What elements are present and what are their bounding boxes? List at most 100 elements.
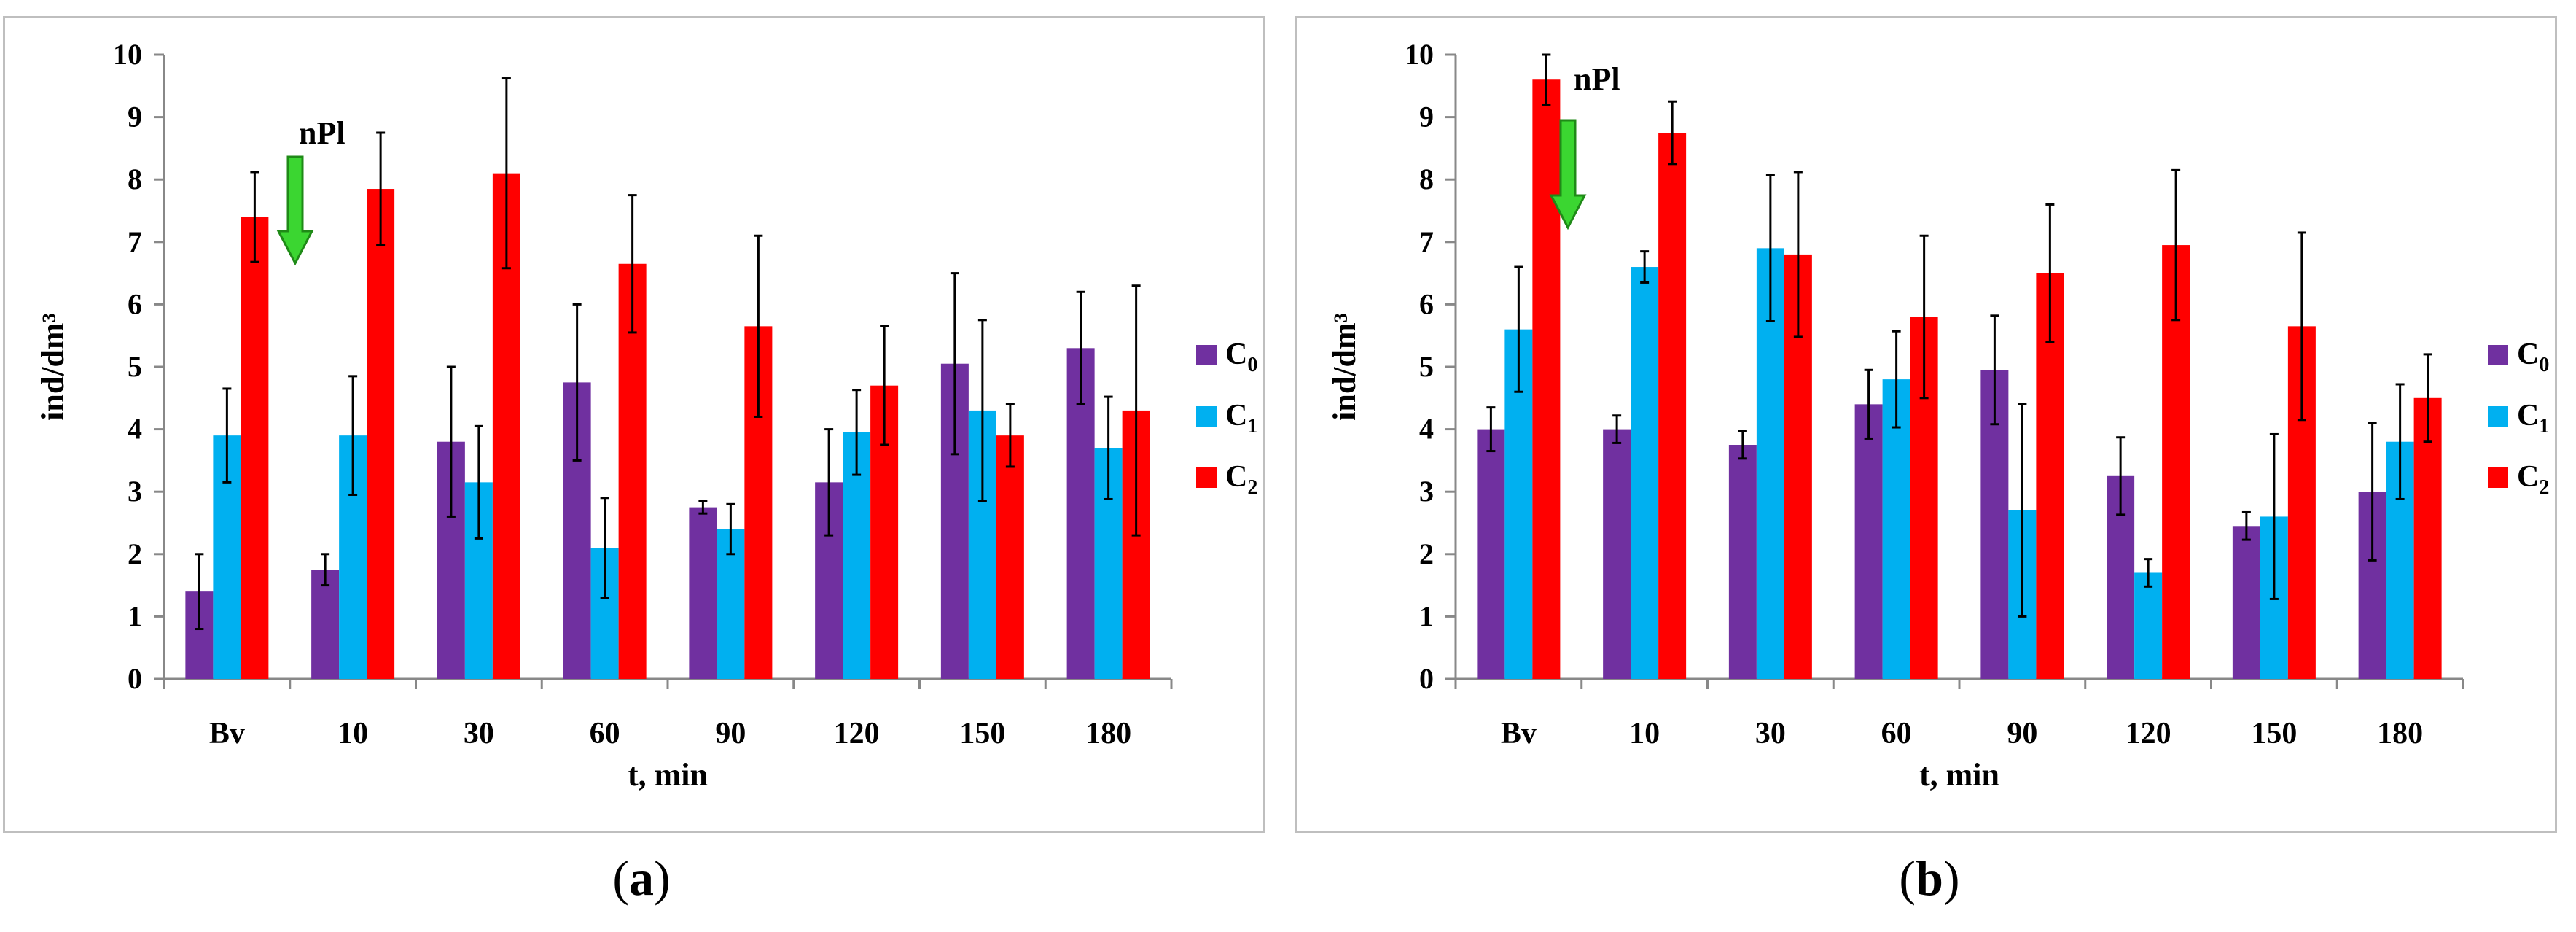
error-bar [348,375,358,496]
y-tick-label: 1 [1419,599,1434,632]
bar-c2 [2413,397,2442,679]
error-bar [2171,168,2181,322]
y-tick-label: 6 [1419,287,1434,320]
x-tick-label: 150 [959,717,1005,750]
error-bar [1990,314,1999,426]
x-tick-label: 60 [1881,717,1912,750]
legend-swatch-c2 [2488,467,2508,488]
bar-c1 [1631,267,1659,679]
error-bar [1640,250,1650,284]
y-axis-title: ind/dm³ [1327,313,1362,421]
caption-b: (b) [1899,850,1960,906]
y-tick-label: 7 [128,225,142,258]
bar-c1 [2134,572,2163,679]
error-bar [2269,432,2279,600]
legend-swatch-c1 [2488,406,2508,427]
y-tick-label: 4 [128,413,142,446]
legend-label-c0: C0 [1225,338,1257,376]
x-tick-label: 60 [590,717,620,750]
legend-label-c2: C2 [2517,460,2549,499]
error-bar [628,194,637,334]
error-bar [1919,234,1929,400]
y-tick-label: 3 [128,475,142,508]
legend-label-c0: C0 [2517,338,2549,376]
error-bar [2241,510,2251,541]
error-bar [1668,100,1677,166]
error-bar [1076,290,1085,405]
error-bar [1612,414,1622,444]
x-tick-label: 30 [464,717,494,750]
chart-a: 0 1 2 3 4 5 6 7 8 9 10 Bv 10 30 60 90 120 150 180 ind/dm³ t,… [35,38,1257,793]
error-bar [2116,436,2126,516]
x-tick-label: 180 [2377,717,2423,750]
y-tick-label: 9 [1419,101,1434,133]
error-bar [2018,403,2027,618]
error-bar [824,428,834,537]
y-tick-label: 7 [1419,225,1434,258]
error-bar [1765,174,1775,323]
legend-label-c1: C1 [2517,399,2549,438]
error-bar [1542,53,1551,106]
legend-swatch-c0 [2488,345,2508,365]
x-tick-label: 10 [1629,717,1660,750]
x-tick-label: 90 [2007,717,2037,750]
error-bar [754,234,763,418]
bar-c2 [367,189,395,679]
arrow-shape [1549,119,1587,230]
chart-panel-a: 0 1 2 3 4 5 6 7 8 9 10 Bv 10 30 60 90 120 150 180 ind/dm³ t,… [3,16,1265,833]
error-bar [950,272,959,456]
error-bar [446,365,456,518]
error-bar [2395,383,2405,500]
x-tick-label: 30 [1755,717,1786,750]
error-bar [1005,403,1015,468]
error-bar [195,553,204,631]
y-tick-label: 5 [1419,350,1434,383]
error-bar [2368,422,2377,562]
y-tick-label: 8 [1419,163,1434,195]
annotation-label: nPl [1574,61,1620,97]
y-tick-label: 5 [128,350,142,383]
error-bar [1104,395,1113,500]
legend-label-c2: C2 [1225,460,1257,499]
y-tick-label: 3 [1419,475,1434,508]
x-tick-label: Bv [209,717,245,750]
y-tick-label: 9 [128,101,142,133]
legend-swatch-c0 [1196,345,1217,365]
error-bar [1864,368,1873,440]
bar-c0 [689,507,717,679]
y-tick-label: 0 [128,662,142,695]
error-bar [2144,558,2153,588]
bar-c0 [1477,429,1505,679]
annotation-label: nPl [299,115,346,151]
arrow-shape [276,155,314,266]
x-tick-label: 10 [337,717,368,750]
error-bar [474,424,483,540]
bar-c2 [241,217,269,679]
bar-c0 [1854,404,1883,679]
y-tick-label: 10 [1405,38,1434,71]
legend-swatch-c1 [1196,406,1217,427]
legend-label-c1: C1 [1225,399,1257,438]
y-tick-label: 4 [1419,413,1434,446]
bar-c0 [1728,445,1757,679]
error-bar [2045,203,2055,343]
y-tick-label: 6 [128,287,142,320]
error-bar [600,497,609,599]
x-axis-title: t, min [1919,757,1999,793]
error-bar [1793,171,1803,338]
chart-panel-b: 0 1 2 3 4 5 6 7 8 9 10 Bv 10 30 60 90 120 150 180 ind/dm³ t,… [1295,16,2557,833]
y-tick-label: 2 [128,537,142,570]
x-tick-label: 90 [715,717,746,750]
error-bar [222,387,232,484]
chart-b: 0 1 2 3 4 5 6 7 8 9 10 Bv 10 30 60 90 120 150 180 ind/dm³ t,… [1327,38,2549,793]
error-bar [572,303,582,462]
caption-a: (a) [612,850,671,906]
down-arrow-icon [276,155,314,266]
bar-c0 [2232,526,2260,679]
down-arrow-icon [1549,119,1587,230]
x-tick-label: 150 [2251,717,2297,750]
error-bar [977,319,987,502]
error-bar [1892,330,1901,429]
error-bar [1486,406,1496,453]
bar-c1 [1882,379,1910,679]
